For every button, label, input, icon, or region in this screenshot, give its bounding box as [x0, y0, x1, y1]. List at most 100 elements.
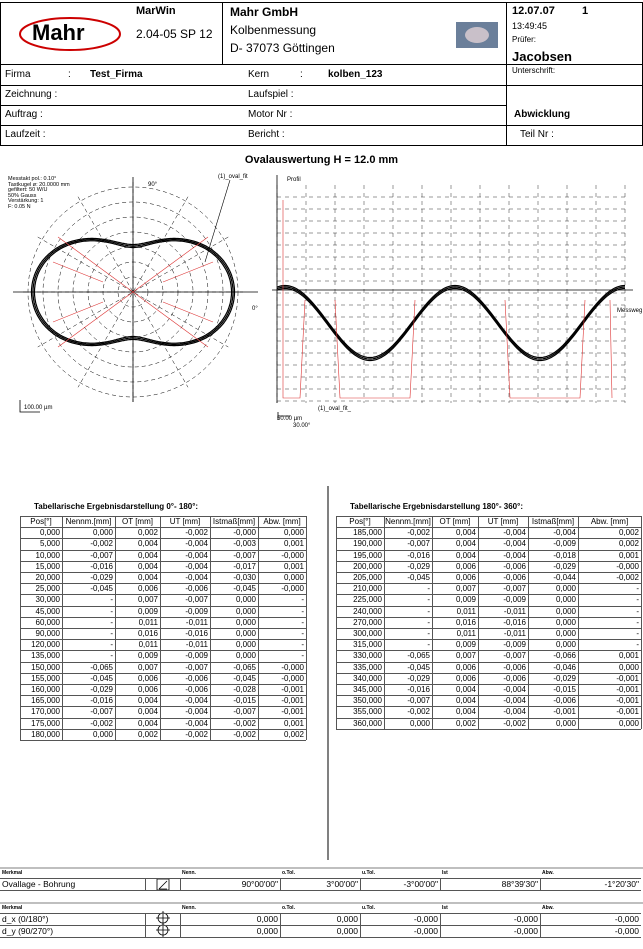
summary-cell: -0,000	[360, 915, 438, 924]
cell: -0,029	[62, 686, 113, 694]
cell: -0,006	[478, 563, 526, 571]
cell: 0,000	[210, 619, 256, 627]
polar-plot	[13, 177, 258, 412]
cell: -0,029	[528, 563, 576, 571]
scale: 100.00 µm	[24, 405, 52, 411]
cell: 205,000	[336, 574, 382, 582]
scale: 50.00 µm	[277, 416, 302, 422]
tolerance	[283, 200, 612, 398]
cell: -0,002	[384, 708, 430, 716]
cell: 0,016	[115, 630, 158, 638]
cell: 60,000	[20, 619, 60, 627]
summary-header: Nenn.	[182, 871, 196, 876]
title: Ovalauswertung H = 12.0 mm	[0, 155, 643, 166]
cell: 0,000	[528, 608, 576, 616]
cell: 0,002	[578, 540, 639, 548]
cell: 210,000	[336, 585, 382, 593]
cell: 0,006	[432, 574, 476, 582]
cell: -0,001	[578, 675, 639, 683]
cell: -0,001	[258, 697, 304, 705]
cell: 350,000	[336, 697, 382, 705]
cell: 0,000	[578, 664, 639, 672]
cell: 240,000	[336, 608, 382, 616]
cell: 0,000	[20, 529, 60, 537]
cell: 0,000	[62, 731, 113, 739]
cell: -0,007	[160, 596, 208, 604]
cell: 190,000	[336, 540, 382, 548]
cell: 0,001	[578, 652, 639, 660]
cell: 0,004	[432, 697, 476, 705]
cell: 300,000	[336, 630, 382, 638]
cell: 0,011	[432, 630, 476, 638]
rule	[160, 516, 161, 740]
cell: -0,000	[258, 664, 304, 672]
cell: 0,009	[115, 652, 158, 660]
cell: -	[578, 641, 639, 649]
cell: -0,028	[210, 686, 256, 694]
cell: -0,003	[210, 540, 256, 548]
cell: -0,006	[528, 697, 576, 705]
page-number: 1	[582, 6, 588, 17]
summary-cell: 3°00'00"	[280, 880, 358, 889]
cell: 0,004	[115, 708, 158, 716]
cell: -0,001	[258, 686, 304, 694]
cell: -0,015	[210, 697, 256, 705]
cell: -0,001	[258, 708, 304, 716]
cell: 10,000	[20, 552, 60, 560]
cell: -	[384, 619, 430, 627]
summary-cell: -0,000	[440, 915, 538, 924]
cell: -0,045	[384, 664, 430, 672]
value: kolben_123	[328, 70, 382, 80]
label: Prüfer:	[512, 36, 536, 44]
rule	[336, 516, 641, 517]
cell: 0,004	[115, 563, 158, 571]
label: Firma	[5, 70, 31, 80]
cell: -0,004	[160, 708, 208, 716]
column-header: Istmaß[mm]	[528, 518, 578, 526]
cell: 0,002	[258, 731, 304, 739]
axis-label: 0°	[252, 306, 258, 312]
summary-cell: 0,000	[180, 915, 278, 924]
cell: -0,006	[160, 675, 208, 683]
cell: 175,000	[20, 720, 60, 728]
cell: 200,000	[336, 563, 382, 571]
cell: -0,004	[160, 574, 208, 582]
cell: 0,004	[115, 697, 158, 705]
cell: -	[578, 608, 639, 616]
cell: 0,001	[258, 720, 304, 728]
summary-header: Ist	[442, 871, 448, 876]
cell: 0,000	[528, 630, 576, 638]
cell: 155,000	[20, 675, 60, 683]
cell: 20,000	[20, 574, 60, 582]
examiner: Jacobsen	[512, 50, 572, 63]
cell: -0,011	[478, 608, 526, 616]
label: :	[300, 70, 303, 80]
symbols	[156, 879, 170, 937]
column-header: Abw. [mm]	[578, 518, 641, 526]
column-header: OT [mm]	[432, 518, 478, 526]
cell: 0,006	[432, 675, 476, 683]
cell: -0,066	[528, 652, 576, 660]
cell: -0,002	[160, 731, 208, 739]
label: Laufspiel :	[248, 90, 294, 100]
summary-header: Merkmal	[2, 906, 22, 911]
cell: 0,001	[578, 552, 639, 560]
axis-label: Messweg	[617, 308, 642, 314]
cell: -0,004	[160, 720, 208, 728]
cell: -0,045	[210, 585, 256, 593]
rule	[0, 890, 641, 891]
cell: 0,004	[432, 708, 476, 716]
cell: -0,000	[258, 585, 304, 593]
summary-cell: Ovallage - Bohrung	[2, 880, 75, 889]
column-header: Istmaß[mm]	[210, 518, 258, 526]
cell: -	[384, 585, 430, 593]
cell: -0,044	[528, 574, 576, 582]
cell: -0,002	[210, 731, 256, 739]
cell: -0,011	[478, 630, 526, 638]
cell: -0,001	[578, 697, 639, 705]
cell: 0,000	[210, 630, 256, 638]
cell: -0,004	[478, 697, 526, 705]
column-header: OT [mm]	[115, 518, 160, 526]
cell: -	[258, 630, 304, 638]
rule	[20, 740, 306, 741]
